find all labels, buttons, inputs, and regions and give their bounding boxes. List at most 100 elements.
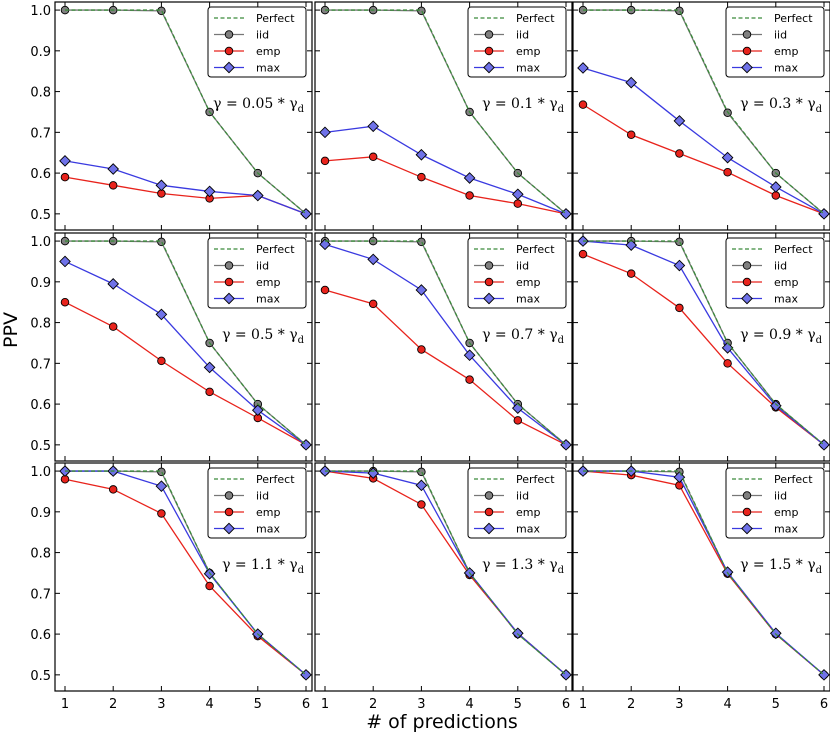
series-line-perfect [325, 240, 567, 446]
emp-point [417, 345, 426, 354]
x-tick-label: 4 [465, 697, 473, 712]
panel-9: 1 2 3 4 5 6 Perfect iid emp max γ = 1.5 * γd [572, 462, 830, 712]
emp-point [108, 181, 118, 190]
max-point [415, 284, 428, 296]
max-point [511, 402, 524, 415]
gamma-annotation: γ = 1.1 * γd [222, 557, 305, 576]
y-tick-label: 1.0 [30, 465, 51, 480]
y-tick-label: 0.6 [30, 628, 51, 643]
panel-5: Perfect iid emp max γ = 0.7 * γd [314, 232, 573, 462]
legend-label-perfect: Perfect [774, 12, 813, 25]
series-line-perfect [65, 470, 307, 676]
x-tick-label: 6 [562, 697, 570, 712]
panel-1: 0.5 0.6 0.7 0.8 0.9 1.0 Perfect iid emp max γ = 0.… [30, 1, 313, 231]
max-point [673, 115, 686, 127]
series-perfect [583, 470, 825, 676]
legend-marker [483, 522, 495, 535]
series-line-perfect [65, 240, 307, 446]
y-tick-label: 0.7 [30, 357, 51, 372]
legend-label-iid: iid [774, 490, 787, 503]
emp-point [60, 297, 70, 307]
emp-point [675, 149, 684, 158]
legend-marker [224, 507, 234, 517]
emp-point [675, 303, 684, 313]
series-max [59, 155, 312, 220]
series-line-emp [582, 253, 825, 446]
y-tick-label: 1.0 [30, 235, 51, 250]
emp-point [723, 359, 732, 368]
legend-label-emp: emp [516, 45, 540, 58]
x-tick-label: 2 [109, 697, 117, 712]
max-point [107, 278, 120, 290]
x-tick-label: 4 [723, 697, 731, 712]
legend-label-perfect: Perfect [256, 473, 295, 486]
series-line-emp [324, 156, 567, 215]
series-line-perfect [583, 240, 825, 446]
legend-box [467, 467, 567, 539]
legend-marker [483, 61, 495, 74]
max-point [673, 259, 686, 272]
legend-marker [742, 30, 752, 39]
max-point [721, 151, 734, 164]
y-tick-label: 0.5 [30, 439, 51, 454]
legend-marker [484, 30, 494, 39]
gamma-annotation: γ = 0.5 * γd [222, 327, 305, 346]
gamma-annotation: γ = 1.5 * γd [740, 557, 823, 576]
legend-label-max: max [516, 293, 540, 306]
iid-point [157, 467, 166, 477]
y-tick-label: 0.9 [30, 506, 51, 521]
legend-label-perfect: Perfect [774, 473, 813, 486]
series-line-max [324, 243, 567, 446]
series-line-max [324, 470, 567, 676]
legend-marker [224, 46, 234, 56]
legend-marker [742, 46, 752, 56]
legend-marker [224, 261, 234, 270]
iid-point [157, 6, 166, 16]
legend-label-max: max [256, 62, 280, 75]
emp-point [205, 387, 214, 397]
max-point [415, 479, 428, 492]
max-point [59, 255, 71, 268]
x-tick-label: 5 [254, 697, 262, 712]
emp-point [513, 199, 523, 208]
legend-marker [484, 507, 494, 517]
emp-point [368, 299, 378, 309]
legend: Perfect iid emp max [207, 6, 307, 78]
legend-marker [741, 292, 753, 305]
max-point [463, 172, 476, 184]
legend-box [207, 467, 307, 539]
series-line-emp [582, 104, 825, 215]
series-perfect [65, 9, 307, 215]
panel-6: Perfect iid emp max γ = 0.9 * γd [572, 232, 830, 462]
series-line-perfect [325, 470, 567, 676]
iid-point [157, 237, 166, 247]
series-line-perfect [325, 9, 567, 215]
series-line-max [582, 240, 825, 446]
emp-point [417, 172, 426, 182]
legend-label-max: max [774, 293, 798, 306]
series-line-perfect [583, 470, 825, 676]
emp-point [320, 156, 330, 166]
legend-label-emp: emp [774, 276, 798, 289]
series-max [319, 238, 572, 451]
legend-marker [223, 61, 235, 74]
legend-marker [224, 491, 234, 500]
x-axis-label: # of predictions [366, 711, 518, 733]
legend-box [207, 237, 307, 309]
legend-marker [483, 292, 495, 305]
max-point [203, 185, 216, 198]
y-tick-label: 0.8 [30, 547, 51, 562]
x-tick-label: 5 [514, 697, 522, 712]
series-perfect [65, 240, 307, 446]
emp-point [513, 416, 523, 425]
legend-label-iid: iid [256, 260, 269, 273]
max-point [59, 155, 71, 167]
panel-4: 0.5 0.6 0.7 0.8 0.9 1.0 Perfect iid emp max γ = 0.… [30, 232, 313, 462]
max-point [769, 399, 782, 412]
y-axis-label: PPV [0, 312, 22, 348]
y-tick-label: 0.6 [30, 167, 51, 182]
series-line-emp [324, 289, 567, 446]
legend-label-max: max [774, 523, 798, 536]
legend-label-emp: emp [516, 276, 540, 289]
legend-label-max: max [256, 293, 280, 306]
